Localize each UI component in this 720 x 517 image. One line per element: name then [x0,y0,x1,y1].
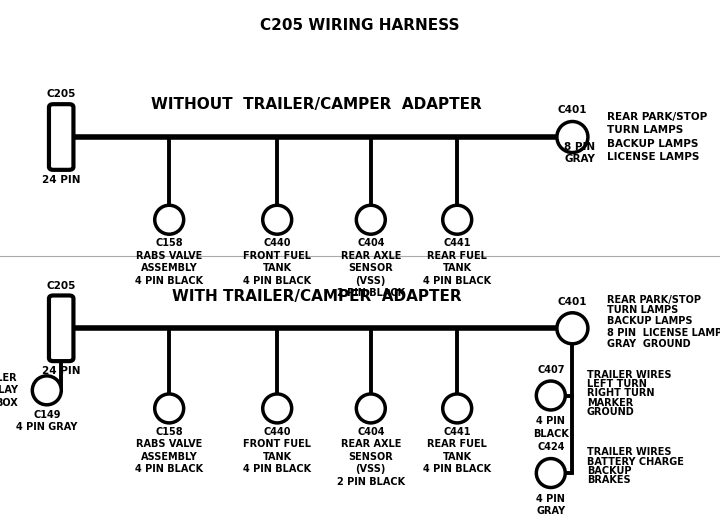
Text: C440
FRONT FUEL
TANK
4 PIN BLACK: C440 FRONT FUEL TANK 4 PIN BLACK [243,427,311,474]
Ellipse shape [32,376,61,405]
Text: TRAILER WIRES: TRAILER WIRES [587,447,671,458]
Text: C441
REAR FUEL
TANK
4 PIN BLACK: C441 REAR FUEL TANK 4 PIN BLACK [423,238,491,285]
Ellipse shape [356,394,385,423]
Text: TRAILER WIRES: TRAILER WIRES [587,370,671,380]
Text: C404
REAR AXLE
SENSOR
(VSS)
2 PIN BLACK: C404 REAR AXLE SENSOR (VSS) 2 PIN BLACK [337,238,405,298]
Ellipse shape [155,205,184,234]
Text: 4 PIN
GRAY: 4 PIN GRAY [536,494,565,516]
Ellipse shape [155,394,184,423]
Text: WITHOUT  TRAILER/CAMPER  ADAPTER: WITHOUT TRAILER/CAMPER ADAPTER [151,97,482,113]
Text: BACKUP: BACKUP [587,466,631,476]
Ellipse shape [443,394,472,423]
Text: TRAILER
RELAY
BOX: TRAILER RELAY BOX [0,373,18,408]
Ellipse shape [443,205,472,234]
Text: C440
FRONT FUEL
TANK
4 PIN BLACK: C440 FRONT FUEL TANK 4 PIN BLACK [243,238,311,285]
Text: C407: C407 [537,365,564,375]
FancyBboxPatch shape [49,104,73,170]
Ellipse shape [263,394,292,423]
Text: 24 PIN: 24 PIN [42,175,81,185]
Text: TURN LAMPS: TURN LAMPS [607,305,678,315]
Text: MARKER: MARKER [587,398,633,408]
Ellipse shape [263,205,292,234]
Text: BRAKES: BRAKES [587,475,631,485]
Text: GRAY  GROUND: GRAY GROUND [607,339,690,349]
Ellipse shape [536,459,565,488]
Text: 4 PIN
BLACK: 4 PIN BLACK [533,416,569,438]
Text: C424: C424 [537,443,564,452]
Text: C158
RABS VALVE
ASSEMBLY
4 PIN BLACK: C158 RABS VALVE ASSEMBLY 4 PIN BLACK [135,427,203,474]
Ellipse shape [356,205,385,234]
Ellipse shape [557,121,588,153]
Text: LEFT TURN: LEFT TURN [587,379,647,389]
Ellipse shape [536,381,565,410]
Ellipse shape [557,313,588,344]
Text: RIGHT TURN: RIGHT TURN [587,388,654,399]
Text: BACKUP LAMPS: BACKUP LAMPS [607,315,693,326]
FancyBboxPatch shape [49,296,73,361]
Text: BATTERY CHARGE: BATTERY CHARGE [587,457,684,467]
Text: C205: C205 [47,89,76,99]
Text: WITH TRAILER/CAMPER  ADAPTER: WITH TRAILER/CAMPER ADAPTER [172,288,462,304]
Text: REAR PARK/STOP
TURN LAMPS
BACKUP LAMPS
LICENSE LAMPS: REAR PARK/STOP TURN LAMPS BACKUP LAMPS L… [607,112,707,162]
Text: C401: C401 [558,105,587,115]
Text: 24 PIN: 24 PIN [42,366,81,376]
Text: C149
4 PIN GRAY: C149 4 PIN GRAY [16,410,78,432]
Text: REAR PARK/STOP: REAR PARK/STOP [607,295,701,305]
Text: 8 PIN
GRAY: 8 PIN GRAY [564,142,595,164]
Text: C158
RABS VALVE
ASSEMBLY
4 PIN BLACK: C158 RABS VALVE ASSEMBLY 4 PIN BLACK [135,238,203,285]
Text: C205 WIRING HARNESS: C205 WIRING HARNESS [260,18,460,33]
Text: GROUND: GROUND [587,407,634,417]
Text: C401: C401 [558,297,587,307]
Text: 8 PIN  LICENSE LAMPS: 8 PIN LICENSE LAMPS [607,328,720,339]
Text: C404
REAR AXLE
SENSOR
(VSS)
2 PIN BLACK: C404 REAR AXLE SENSOR (VSS) 2 PIN BLACK [337,427,405,486]
Text: C205: C205 [47,281,76,291]
Text: C441
REAR FUEL
TANK
4 PIN BLACK: C441 REAR FUEL TANK 4 PIN BLACK [423,427,491,474]
